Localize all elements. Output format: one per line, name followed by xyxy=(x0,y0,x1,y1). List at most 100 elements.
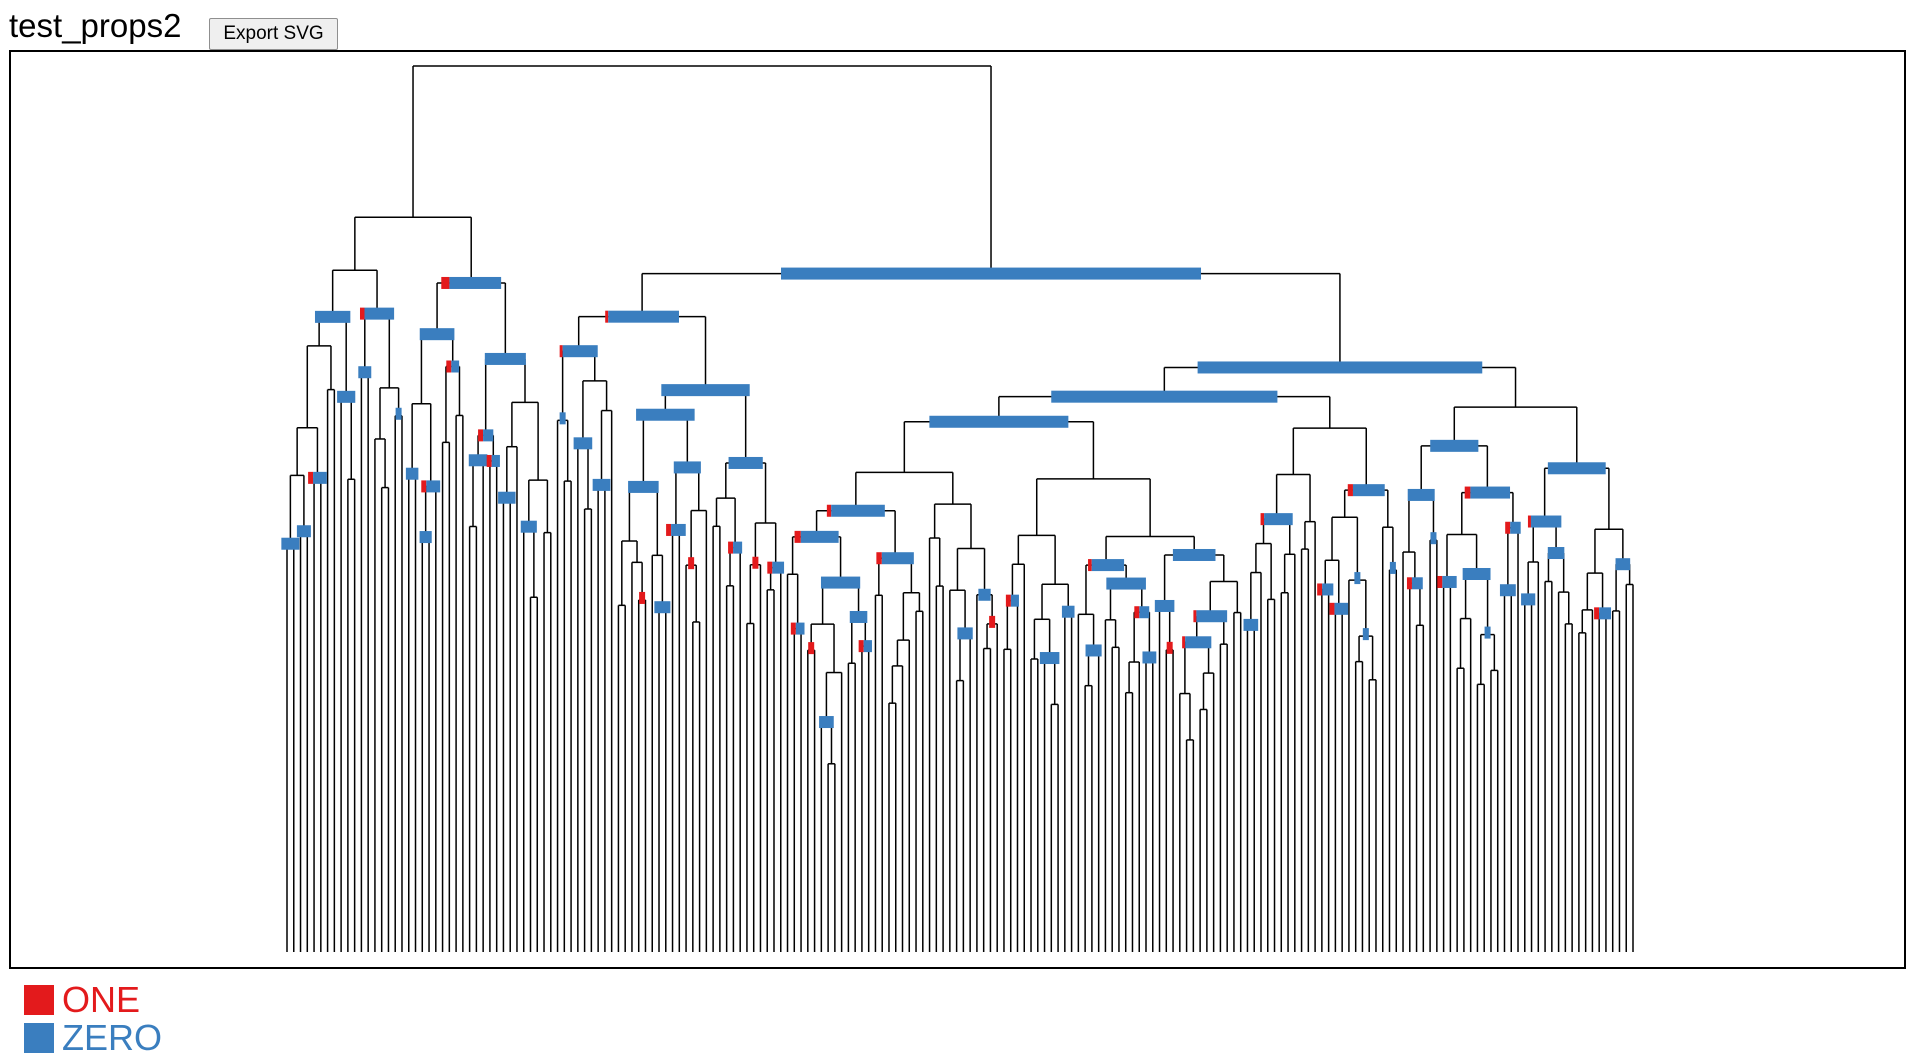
state-marker-one xyxy=(605,310,609,323)
state-marker-one xyxy=(486,454,492,467)
state-marker-one xyxy=(446,360,452,373)
state-marker-zero xyxy=(1470,486,1511,499)
state-marker-zero xyxy=(628,480,659,493)
legend-label-one: ONE xyxy=(62,979,141,1020)
state-marker-zero xyxy=(1243,618,1259,631)
state-marker-one xyxy=(1406,577,1412,590)
legend-label-zero: ZERO xyxy=(62,1017,163,1058)
state-marker-zero xyxy=(978,588,991,601)
state-marker-zero xyxy=(405,467,419,480)
state-marker-zero xyxy=(468,454,488,467)
state-marker-zero xyxy=(1547,462,1606,475)
state-marker-zero xyxy=(1139,606,1150,619)
state-marker-zero xyxy=(1615,558,1631,571)
state-marker-zero xyxy=(484,352,526,365)
state-marker-zero xyxy=(426,480,441,493)
state-marker-one xyxy=(1182,636,1186,649)
state-marker-zero xyxy=(592,478,611,491)
state-marker-small xyxy=(559,412,566,425)
state-marker-one xyxy=(359,307,365,320)
legend-swatch-zero xyxy=(24,1023,54,1053)
legend-item-zero: ZERO xyxy=(24,1020,162,1056)
state-marker-one xyxy=(1193,610,1197,623)
state-marker-one xyxy=(728,541,734,554)
tree-canvas-frame xyxy=(9,50,1906,969)
state-marker-zero xyxy=(863,640,872,653)
state-marker-one xyxy=(421,480,427,493)
state-marker-zero xyxy=(636,408,695,421)
state-marker-one xyxy=(767,561,773,574)
state-marker-small xyxy=(752,556,759,569)
state-marker-zero xyxy=(820,576,861,589)
state-marker-zero xyxy=(1172,548,1216,561)
state-marker-zero xyxy=(1196,610,1228,623)
state-marker-zero xyxy=(608,310,679,323)
state-marker-one xyxy=(858,640,864,653)
state-marker-zero xyxy=(1154,599,1175,612)
legend-swatch-one xyxy=(24,985,54,1015)
state-marker-zero xyxy=(1051,390,1278,403)
state-marker-zero xyxy=(1142,651,1157,664)
state-marker-one xyxy=(876,552,882,565)
state-marker-zero xyxy=(491,454,500,467)
state-marker-zero xyxy=(1085,644,1102,657)
state-marker-zero xyxy=(673,461,701,474)
state-marker-zero xyxy=(1264,513,1293,526)
state-marker-one xyxy=(1317,583,1323,596)
state-marker-small xyxy=(989,615,996,628)
state-marker-small xyxy=(808,642,815,655)
state-marker-small xyxy=(639,591,646,604)
state-marker-zero xyxy=(1462,567,1491,580)
state-marker-zero xyxy=(449,276,502,289)
state-marker-one xyxy=(1260,513,1265,526)
state-marker-small xyxy=(395,407,402,420)
state-marker-zero xyxy=(1442,575,1457,588)
state-marker-small xyxy=(1484,626,1491,639)
state-marker-zero xyxy=(419,328,455,341)
state-marker-zero xyxy=(498,491,516,504)
state-marker-zero xyxy=(1530,515,1562,528)
state-marker-zero xyxy=(1091,559,1125,572)
state-marker-one xyxy=(1005,594,1011,607)
state-marker-one xyxy=(1594,607,1600,620)
state-marker-small xyxy=(1430,532,1437,545)
state-marker-zero xyxy=(296,525,311,538)
page-title: test_props2 xyxy=(9,7,182,44)
legend-item-one: ONE xyxy=(24,982,140,1018)
state-marker-zero xyxy=(1039,652,1060,665)
state-marker-zero xyxy=(364,307,395,320)
state-marker-zero xyxy=(281,537,300,550)
state-marker-zero xyxy=(819,716,834,729)
state-marker-zero xyxy=(1430,439,1479,452)
state-marker-one xyxy=(1437,575,1443,588)
state-marker-zero xyxy=(728,456,763,469)
state-marker-one xyxy=(790,622,796,635)
state-marker-one xyxy=(1134,606,1140,619)
state-marker-zero xyxy=(358,366,372,379)
state-marker-zero xyxy=(451,360,460,373)
state-marker-small xyxy=(688,557,695,570)
state-marker-one xyxy=(794,530,801,543)
state-marker-zero xyxy=(1599,607,1612,620)
state-marker-zero xyxy=(573,437,593,450)
state-marker-one xyxy=(308,471,314,484)
state-marker-zero xyxy=(795,622,805,635)
state-marker-zero xyxy=(1061,605,1075,618)
state-marker-zero xyxy=(1185,636,1212,649)
state-marker-small xyxy=(1166,641,1173,654)
state-marker-zero xyxy=(562,345,598,358)
state-marker-small xyxy=(1389,561,1396,574)
state-marker-one xyxy=(1527,515,1531,528)
state-marker-one xyxy=(826,504,832,517)
state-marker-small xyxy=(1362,628,1369,641)
state-marker-zero xyxy=(661,384,750,397)
state-marker-zero xyxy=(314,310,351,323)
export-svg-button[interactable]: Export SVG xyxy=(209,18,338,50)
state-marker-zero xyxy=(1352,484,1385,497)
state-marker-zero xyxy=(654,601,671,614)
state-marker-one xyxy=(1505,521,1511,534)
state-marker-zero xyxy=(1499,584,1516,597)
state-marker-one xyxy=(1464,486,1471,499)
state-marker-zero xyxy=(1411,577,1423,590)
